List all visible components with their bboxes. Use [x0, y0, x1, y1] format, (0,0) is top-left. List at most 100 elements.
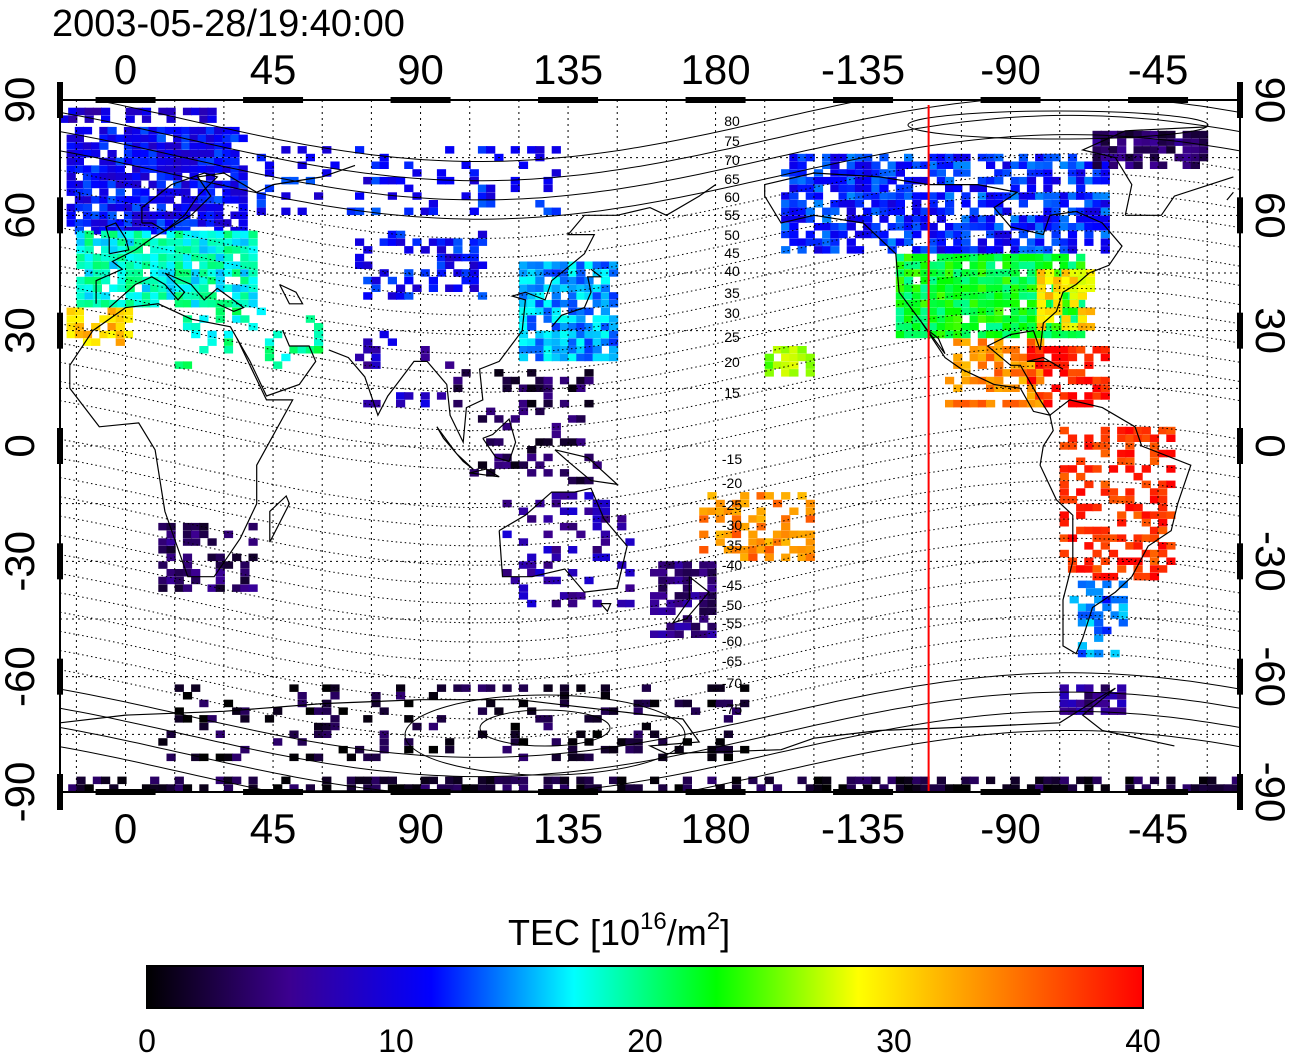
tec-cell	[568, 261, 578, 269]
x-tick-label-top: 90	[397, 46, 444, 93]
coastline	[671, 576, 710, 624]
tec-cell	[141, 261, 152, 269]
tec-cell	[191, 292, 201, 300]
tec-cell	[125, 115, 135, 123]
tec-cell	[764, 369, 774, 377]
tec-cell	[510, 415, 520, 423]
tec-cell	[994, 369, 1004, 377]
tec-cell	[207, 553, 217, 562]
tec-cell	[150, 284, 160, 292]
tec-cell	[641, 722, 651, 731]
tec-cell	[1076, 565, 1086, 573]
tec-cell	[600, 707, 610, 715]
tec-cell	[527, 307, 537, 316]
tec-cell	[66, 173, 76, 181]
tec-cell	[936, 299, 946, 308]
tec-cell	[592, 715, 602, 723]
tec-cell	[953, 169, 963, 177]
tec-cell	[1067, 230, 1078, 239]
tec-cell	[945, 299, 955, 308]
tec-cell	[756, 784, 766, 792]
tec-cell	[1076, 399, 1086, 408]
tec-cell	[535, 438, 545, 446]
tec-cell	[486, 699, 496, 708]
tec-cell	[404, 392, 414, 400]
tec-cell	[945, 192, 955, 200]
tec-cell	[559, 261, 570, 269]
tec-cell	[1174, 153, 1184, 162]
tec-cell	[1018, 376, 1028, 385]
tec-cell	[1076, 192, 1086, 200]
tec-cell	[428, 692, 438, 700]
tec-cell	[543, 207, 553, 216]
magnetic-lat-label: 55	[724, 207, 740, 223]
tec-cell	[363, 338, 373, 346]
tec-cell	[436, 784, 447, 792]
tec-cell	[76, 107, 86, 116]
tec-cell	[199, 107, 209, 116]
tec-cell	[1166, 784, 1176, 792]
tec-cell	[222, 219, 232, 227]
tec-cell	[289, 346, 299, 354]
tec-cell	[748, 538, 758, 546]
tec-cell	[166, 261, 176, 269]
tec-cell	[404, 207, 414, 216]
tec-cell	[240, 261, 250, 269]
tec-cell	[527, 469, 537, 477]
tec-cell	[240, 315, 250, 323]
tec-cell	[125, 261, 135, 269]
tec-cell	[904, 230, 914, 239]
tec-cell	[240, 276, 250, 285]
tec-cell	[181, 226, 191, 235]
tec-cell	[887, 176, 897, 185]
tec-cell	[101, 253, 111, 262]
tec-cell	[961, 307, 971, 316]
tec-cell	[428, 276, 438, 285]
tec-cell	[1117, 534, 1127, 542]
tec-cell	[189, 219, 199, 227]
tec-cell	[199, 722, 209, 731]
tec-cell	[181, 203, 191, 212]
tec-cell	[1084, 192, 1094, 200]
tec-cell	[502, 745, 512, 754]
tec-cell	[551, 553, 561, 562]
tec-cell	[895, 169, 905, 177]
tec-cell	[756, 538, 766, 546]
tec-cell	[1149, 457, 1160, 465]
tec-cell	[117, 253, 127, 262]
tec-cell	[156, 165, 166, 173]
tec-cell	[576, 530, 586, 539]
tec-cell	[904, 269, 914, 277]
magnetic-lat-label: -45	[722, 577, 742, 593]
tec-cell	[173, 203, 183, 212]
tec-cell	[164, 142, 175, 150]
tec-cell	[66, 157, 76, 166]
tec-cell	[148, 134, 158, 143]
tec-cell	[945, 161, 955, 169]
tec-cell	[559, 784, 570, 792]
tec-cell	[1067, 192, 1078, 200]
tec-cell	[797, 553, 807, 562]
tec-cell	[592, 330, 602, 339]
tec-cell	[1133, 776, 1143, 785]
tec-cell	[248, 292, 258, 300]
tec-cell	[109, 238, 119, 246]
tec-cell	[551, 276, 561, 285]
tec-cell	[961, 338, 971, 346]
tec-cell	[214, 203, 224, 212]
tec-cell	[551, 330, 561, 339]
tec-cell	[281, 146, 291, 154]
tec-cell	[123, 142, 134, 150]
tec-cell	[74, 165, 84, 173]
tec-cell	[863, 230, 873, 239]
tec-cell	[1117, 565, 1127, 573]
tec-cell	[953, 307, 963, 316]
tec-cell	[91, 196, 101, 204]
tec-cell	[584, 376, 594, 385]
tec-cell	[1149, 565, 1160, 573]
tec-cell	[969, 276, 979, 285]
tec-cell	[181, 142, 191, 150]
tec-cell	[1117, 519, 1127, 527]
tec-cell	[871, 200, 881, 208]
tec-cell	[576, 476, 586, 485]
